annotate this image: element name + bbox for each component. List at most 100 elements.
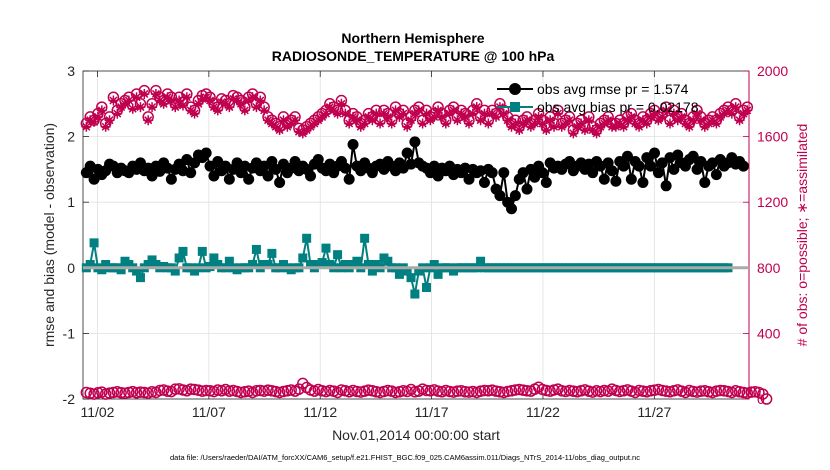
possible-obs-point (660, 385, 672, 397)
possible-obs-point (188, 383, 201, 396)
y-tick-label-left: 0 (67, 260, 75, 276)
assimilated-obs-point (189, 108, 200, 119)
y-tick-label-right: 2000 (757, 63, 788, 79)
assimilated-obs-point (595, 121, 606, 132)
bias-point (267, 248, 277, 258)
y-axis-left: -2 -1 0 1 2 3 (63, 63, 89, 407)
rmse-point (668, 163, 680, 175)
possible-obs-point (598, 384, 611, 397)
assimilated-obs-point (150, 88, 161, 99)
assimilated-obs-point (417, 118, 428, 129)
possible-obs-point (513, 383, 525, 396)
bias-point (433, 269, 443, 279)
bias-point (224, 256, 234, 266)
possible-obs-point (490, 385, 502, 397)
y-tick-label-left: 1 (67, 194, 75, 210)
rmse-point (478, 177, 490, 189)
assimilated-obs-point (355, 121, 366, 132)
possible-obs-point (517, 384, 529, 396)
assimilated-obs-point (131, 92, 142, 103)
bias-point (406, 273, 416, 283)
rmse-point (540, 177, 552, 189)
assimilated-obs-point (599, 118, 610, 129)
assimilated-obs-point (680, 118, 691, 129)
rmse-point (243, 173, 255, 185)
x-axis-label: Nov.01,2014 00:00:00 start (332, 427, 500, 443)
assimilated-obs-point (378, 108, 389, 119)
possible-obs-point (695, 385, 707, 397)
possible-obs-point (196, 385, 209, 397)
assimilated-obs-point (382, 111, 393, 122)
possible-obs-point (714, 384, 726, 397)
assimilated-obs-point (730, 102, 741, 113)
possible-obs-point (540, 384, 553, 397)
assimilated-obs-point (537, 118, 548, 129)
bias-point (132, 266, 142, 276)
assimilated-obs-point (197, 93, 208, 104)
bias-point (197, 246, 207, 256)
possible-obs-point (482, 385, 495, 397)
y-axis-label-right: # of obs: o=possible; ∗=assimilated (794, 124, 810, 347)
assimilated-obs-point (518, 118, 529, 129)
assimilated-obs-point (255, 95, 266, 106)
possible-obs-point (745, 386, 757, 398)
assimilated-obs-point (711, 118, 722, 129)
legend-rmse-label: obs avg rmse pr = 1.574 (537, 81, 689, 97)
assimilated-obs-point (104, 115, 115, 126)
assimilated-obs-point (371, 108, 382, 119)
possible-obs-point (644, 385, 657, 397)
assimilated-obs-point (359, 118, 370, 129)
rmse-point (262, 170, 274, 182)
assimilated-obs-point (483, 118, 494, 129)
possible-obs-point (718, 385, 730, 397)
y-tick-label-right: 800 (757, 260, 781, 276)
assimilated-obs-point (464, 118, 474, 129)
assimilated-obs-point (212, 105, 223, 116)
bias-point (85, 260, 95, 270)
assimilated-obs-point (398, 108, 409, 119)
possible-obs-point (749, 386, 761, 398)
assimilated-obs-point (521, 115, 532, 126)
bias-point (360, 233, 370, 243)
legend-bias-marker (510, 102, 520, 112)
possible-obs-point (521, 385, 533, 397)
assimilated-obs-point (367, 115, 378, 126)
assimilated-obs-point (270, 121, 281, 132)
bias-point (147, 255, 157, 265)
bias-point (174, 253, 184, 263)
assimilated-obs-point (583, 115, 594, 126)
assimilated-obs-point (533, 111, 544, 122)
y-tick-label-right: 400 (757, 325, 781, 341)
assimilated-obs-point (645, 111, 656, 122)
rmse-point (633, 160, 645, 172)
assimilated-obs-point (96, 105, 107, 116)
assimilated-obs-point (618, 121, 629, 132)
assimilated-obs-point (81, 121, 92, 132)
assimilated-obs-point (282, 121, 293, 132)
possible-obs-point (277, 385, 290, 398)
possible-obs-point (134, 386, 147, 398)
possible-obs-point (200, 384, 212, 397)
rmse-point (270, 163, 282, 175)
rmse-point (521, 183, 533, 195)
assimilated-obs-point (375, 118, 386, 129)
bias-point (402, 266, 412, 276)
bias-point (317, 258, 327, 268)
assimilated-obs-point (479, 108, 490, 119)
possible-obs-point (478, 384, 491, 397)
assimilated-obs-point (305, 121, 316, 132)
possible-obs-point (254, 384, 267, 397)
assimilated-obs-point (715, 111, 726, 122)
possible-obs-point (235, 386, 247, 399)
assimilated-obs-point (452, 115, 463, 126)
possible-obs-point (702, 386, 715, 398)
possible-obs-point (115, 387, 127, 399)
assimilated-obs-point (317, 111, 328, 122)
possible-obs-point (463, 386, 475, 398)
assimilated-obs-point (340, 108, 351, 119)
x-axis: 11/02 11/07 11/12 11/17 11/22 11/27 (80, 71, 672, 420)
assimilated-obs-point (506, 121, 517, 132)
assimilated-obs-point (664, 118, 675, 129)
assimilated-obs-point (100, 121, 111, 132)
rmse-point (637, 177, 649, 189)
